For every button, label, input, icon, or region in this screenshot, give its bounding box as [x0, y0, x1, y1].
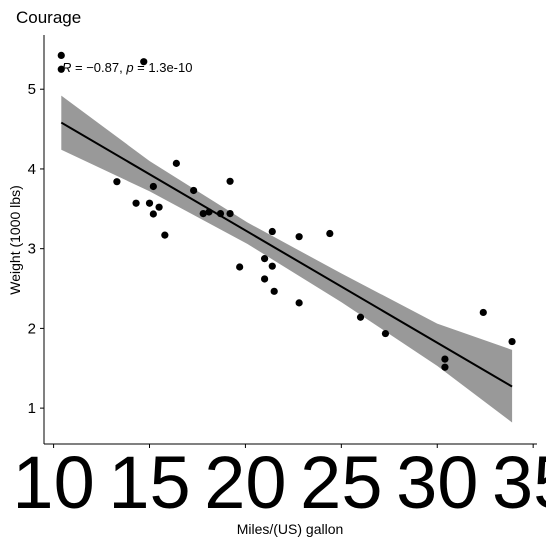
data-point [441, 355, 449, 363]
y-axis-label: Weight (1000 lbs) [7, 185, 23, 294]
chart-title: Courage [16, 8, 81, 27]
data-point [268, 227, 276, 236]
data-point [199, 209, 207, 218]
r-value: = −0.87, [71, 60, 126, 75]
data-point [205, 208, 213, 216]
data-point [261, 255, 269, 263]
y-ticks: 1 2 3 4 5 [28, 81, 44, 417]
data-point [57, 51, 65, 60]
y-tick-label: 1 [28, 400, 36, 417]
data-point [57, 65, 65, 73]
data-point [140, 58, 148, 66]
data-point [132, 199, 140, 207]
data-point [149, 210, 157, 218]
data-point [113, 178, 121, 186]
data-point [441, 363, 449, 371]
axes [43, 35, 537, 445]
data-point [226, 177, 234, 185]
data-point [145, 199, 154, 207]
data-point [216, 209, 225, 218]
x-axis-label: Miles/(US) gallon [237, 521, 344, 537]
x-tick-label: 35 [492, 441, 546, 524]
data-point [190, 186, 198, 195]
y-tick-label: 4 [28, 161, 36, 178]
data-point [172, 159, 180, 167]
correlation-annotation: R = −0.87, p = 1.3e-10 [62, 60, 192, 75]
regression-line-layer [60, 121, 513, 388]
data-point [226, 209, 234, 218]
data-point [236, 263, 244, 271]
confidence-band [61, 95, 513, 423]
data-point [356, 313, 365, 321]
y-tick-label: 2 [28, 320, 36, 337]
x-tick-label: 25 [300, 441, 382, 524]
data-point [161, 231, 169, 239]
data-point [155, 203, 163, 211]
data-point [261, 275, 269, 283]
data-point [508, 337, 516, 346]
data-point [295, 233, 303, 241]
data-point [295, 299, 303, 307]
points-layer [57, 51, 516, 371]
p-value: = 1.3e-10 [134, 60, 193, 75]
data-point [479, 308, 487, 317]
r-label: R [62, 60, 71, 75]
p-label: p [125, 60, 133, 75]
x-tick-label: 20 [204, 441, 286, 524]
data-point [268, 262, 276, 270]
confidence-band-layer [61, 95, 513, 423]
data-point [270, 287, 278, 295]
data-point [326, 229, 334, 238]
x-tick-label: 15 [108, 441, 190, 524]
x-tick-label: 30 [396, 441, 478, 524]
y-tick-label: 5 [28, 81, 36, 98]
data-point [149, 182, 157, 191]
x-tick-label: 10 [12, 441, 94, 524]
data-point [381, 329, 390, 338]
y-tick-label: 3 [28, 241, 36, 258]
x-ticks: 101520253035 [12, 441, 546, 524]
regression-line [60, 121, 513, 388]
